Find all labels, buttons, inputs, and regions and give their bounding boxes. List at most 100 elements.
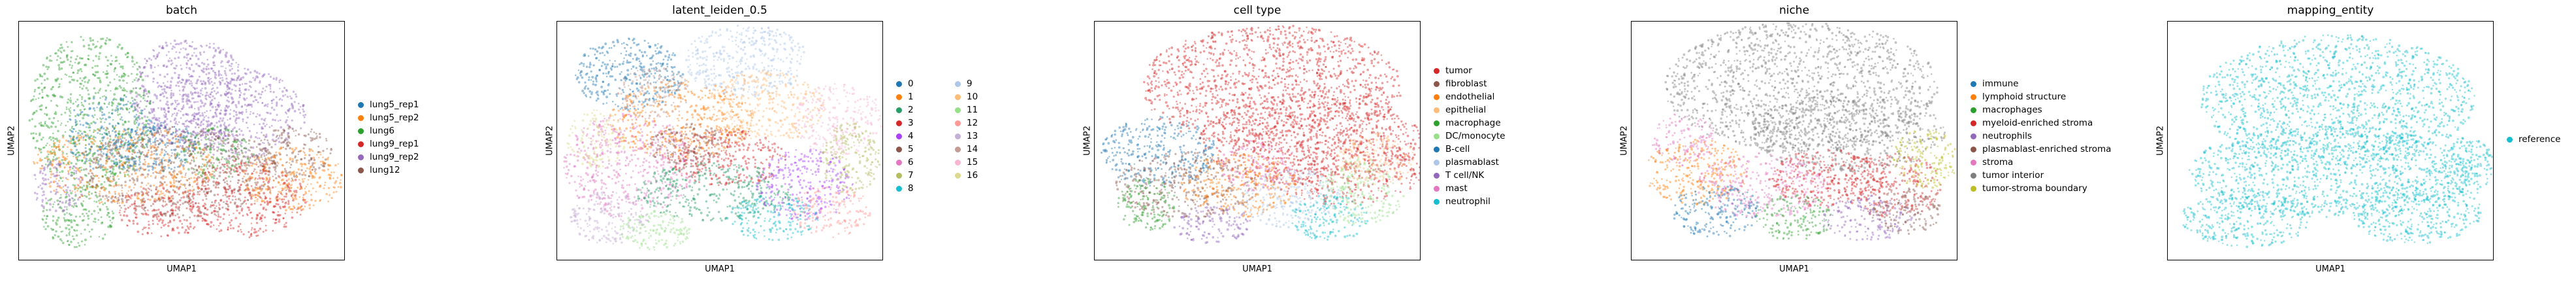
scatter-point (160, 151, 163, 154)
scatter-point (166, 128, 169, 131)
scatter-point (67, 58, 69, 61)
scatter-point (157, 146, 159, 149)
scatter-point (234, 120, 236, 122)
scatter-point (195, 183, 199, 186)
scatter-point (78, 159, 81, 162)
scatter-point (44, 183, 46, 186)
scatter-point (274, 119, 277, 122)
point-cluster-lung12 (85, 126, 278, 219)
scatter-point (655, 52, 658, 55)
scatter-point (181, 108, 184, 111)
scatter-point (165, 65, 169, 68)
scatter-point (76, 177, 78, 179)
scatter-point (161, 92, 165, 95)
scatter-point (218, 130, 221, 133)
scatter-point (192, 120, 195, 122)
scatter-point (105, 141, 107, 144)
scatter-point (204, 81, 207, 84)
scatter-point (200, 154, 202, 158)
scatter-point (210, 220, 213, 224)
scatter-point (283, 130, 285, 132)
scatter-point (189, 150, 191, 152)
scatter-point (118, 147, 121, 150)
scatter-point (248, 143, 250, 145)
scatter-point (139, 76, 141, 78)
scatter-point (67, 139, 70, 143)
scatter-point (72, 200, 74, 202)
scatter-point (225, 138, 228, 141)
scatter-point (242, 233, 245, 236)
scatter-point (201, 182, 204, 185)
scatter-point (198, 111, 201, 115)
scatter-point (88, 126, 90, 129)
scatter-point (247, 199, 250, 202)
scatter-point (157, 198, 160, 200)
scatter-point (272, 77, 275, 80)
scatter-point (209, 123, 212, 126)
scatter-point (212, 140, 214, 143)
scatter-point (193, 117, 195, 120)
scatter-point (140, 96, 142, 98)
scatter-point (126, 144, 129, 147)
scatter-point (244, 98, 246, 101)
scatter-point (99, 79, 101, 82)
scatter-point (169, 133, 172, 135)
scatter-point (316, 135, 318, 137)
scatter-point (202, 123, 204, 126)
scatter-point (107, 158, 110, 160)
scatter-point (214, 48, 217, 51)
scatter-point (80, 186, 84, 189)
legend-item: lung9_rep2 (357, 150, 419, 164)
scatter-point (197, 205, 201, 209)
scatter-point (33, 90, 36, 93)
scatter-point (632, 65, 635, 68)
scatter-point (112, 217, 114, 219)
scatter-point (245, 147, 248, 150)
scatter-point (92, 107, 95, 110)
scatter-point (150, 128, 153, 130)
scatter-point (136, 222, 139, 225)
scatter-point (227, 82, 230, 85)
scatter-point (206, 91, 208, 94)
scatter-point (111, 217, 114, 220)
scatter-point (106, 148, 108, 150)
scatter-point (265, 118, 266, 120)
scatter-point (40, 82, 43, 85)
scatter-point (110, 180, 113, 183)
scatter-point (184, 191, 187, 194)
scatter-point (287, 136, 289, 138)
scatter-point (165, 123, 169, 126)
scatter-point (183, 147, 186, 150)
scatter-point (220, 152, 223, 155)
scatter-point (71, 226, 73, 229)
scatter-point (157, 65, 159, 67)
scatter-point (250, 203, 253, 206)
scatter-point (114, 149, 118, 152)
scatter-point (132, 139, 135, 142)
scatter-point (259, 177, 261, 179)
scatter-point (282, 94, 285, 97)
scatter-point (88, 103, 91, 105)
scatter-point (588, 76, 590, 79)
scatter-point (234, 158, 237, 160)
scatter-point (277, 211, 280, 213)
scatter-point (197, 95, 200, 98)
scatter-point (161, 88, 163, 91)
scatter-point (123, 89, 127, 92)
scatter-point (144, 75, 146, 77)
scatter-point (65, 234, 68, 237)
scatter-point (203, 185, 205, 187)
scatter-point (199, 115, 202, 117)
scatter-point (259, 172, 261, 175)
scatter-point (123, 210, 126, 213)
scatter-point (294, 194, 297, 197)
scatter-point (80, 82, 83, 86)
scatter-point (145, 143, 148, 146)
scatter-point (251, 94, 253, 96)
scatter-point (222, 137, 225, 140)
scatter-point (248, 192, 250, 195)
scatter-point (602, 72, 605, 75)
scatter-point (217, 105, 220, 108)
scatter-point (185, 141, 187, 143)
scatter-point (122, 166, 125, 168)
